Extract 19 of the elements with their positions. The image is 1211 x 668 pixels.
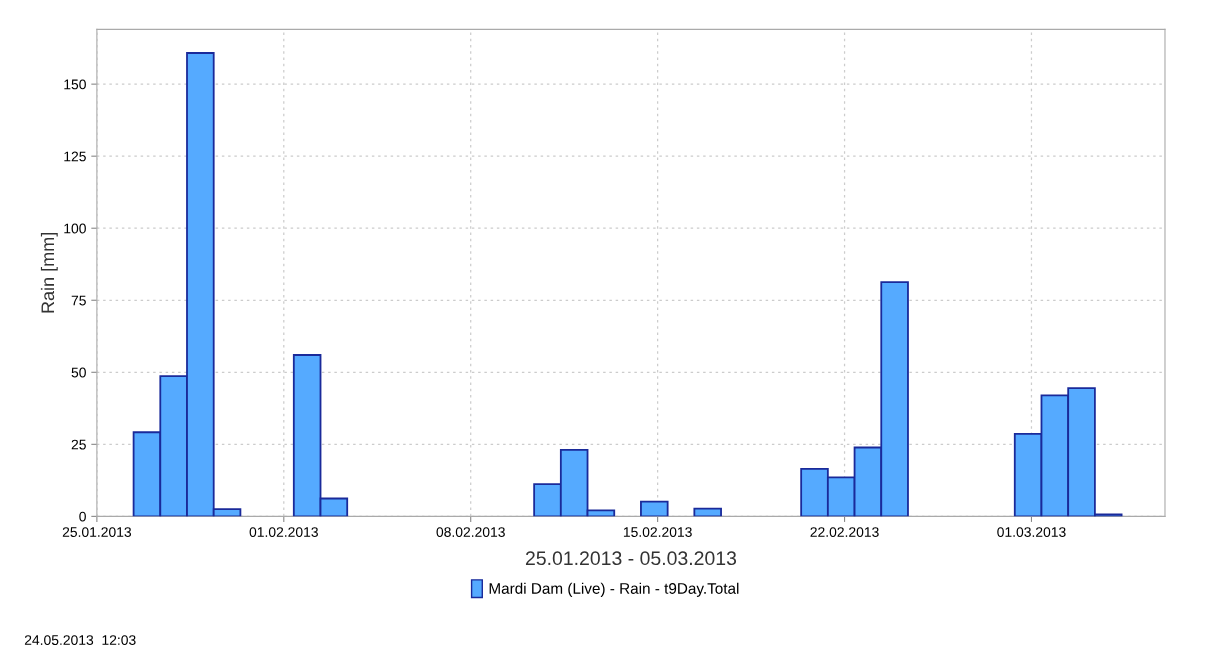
x-tick-label: 01.02.2013	[249, 527, 318, 537]
x-tick-label: 22.02.2013	[810, 527, 879, 537]
bar	[693, 507, 722, 517]
x-tick-label: 15.02.2013	[623, 527, 692, 537]
y-tick-label: 0	[79, 511, 86, 522]
x-tick-label: 01.03.2013	[997, 527, 1066, 537]
y-tick-label: 100	[64, 223, 86, 234]
y-tick-label: 75	[71, 295, 86, 306]
text: 24.05.2013 12:03	[24, 635, 136, 646]
x-axis-title: 25.01.2013 - 05.03.2013	[525, 551, 737, 566]
bar	[640, 500, 669, 517]
y-tick-label: 125	[64, 151, 86, 162]
y-tick-label: 50	[71, 367, 86, 378]
x-tick-label: 25.01.2013	[62, 527, 132, 537]
legend-label: Mardi Dam (Live) - Rain - t9Day.Total	[489, 582, 739, 597]
x-tick-label: 08.02.2013	[436, 527, 505, 537]
y-tick-label: 150	[64, 79, 86, 90]
y-tick-label: 25	[71, 439, 86, 450]
y-axis-title: Rain [mm]	[40, 233, 58, 313]
